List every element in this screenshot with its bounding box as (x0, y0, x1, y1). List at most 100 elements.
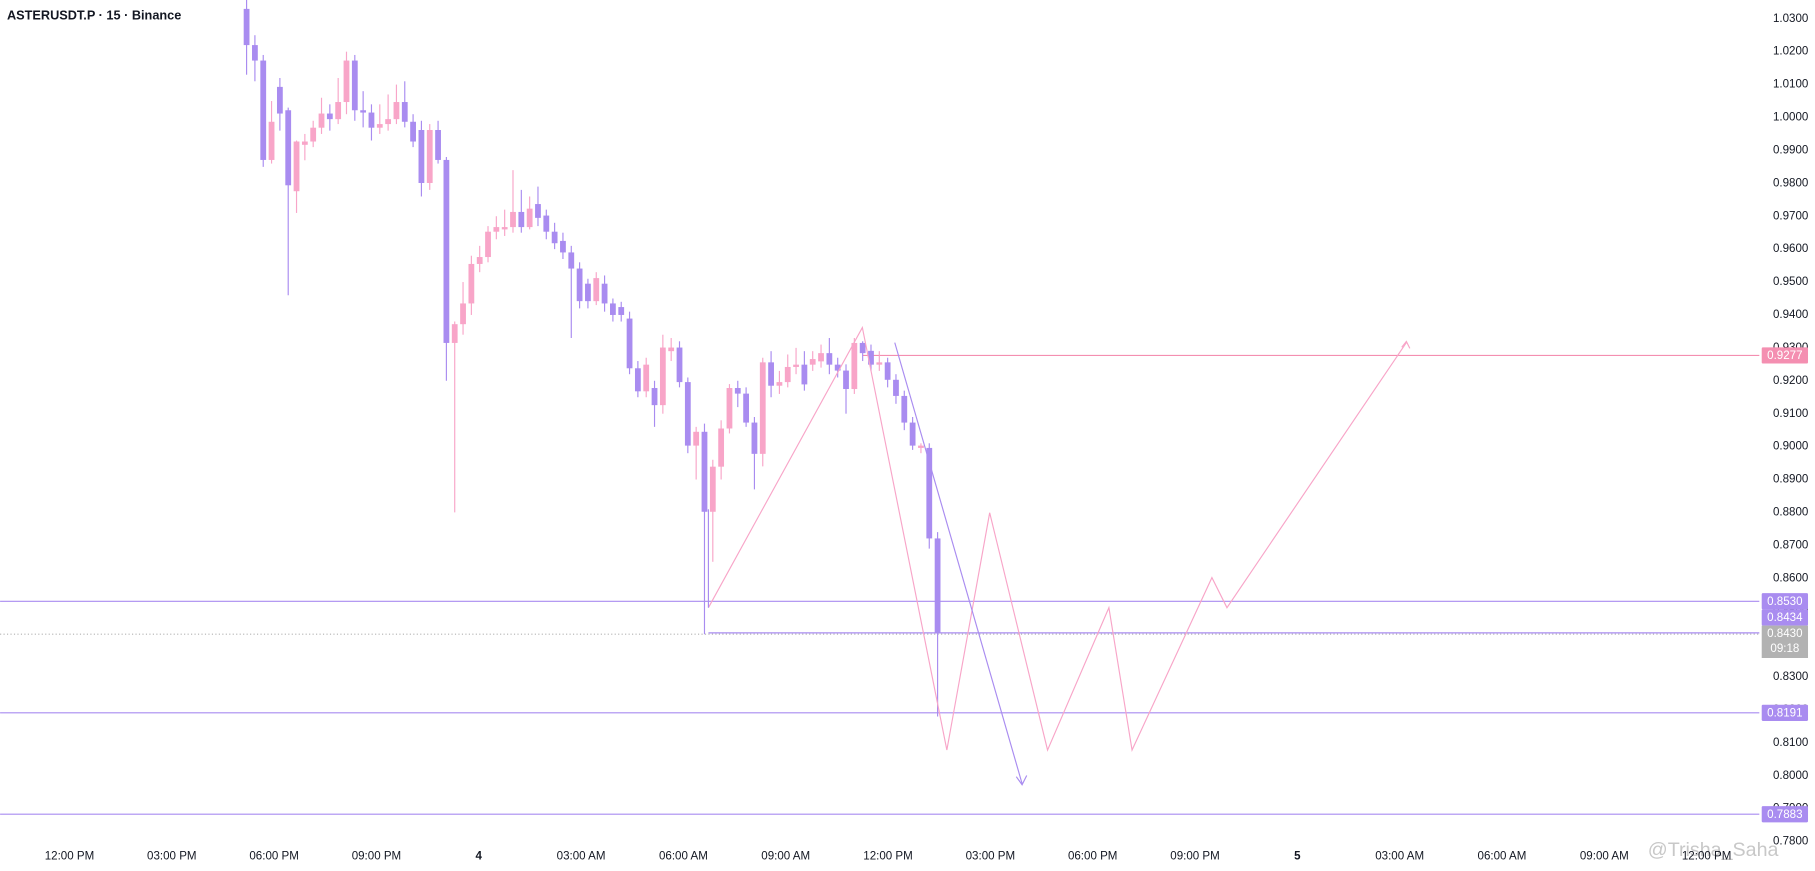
candle-body (718, 428, 725, 467)
candle-body (468, 263, 475, 304)
candle-body (268, 121, 275, 160)
candle-body (593, 278, 600, 302)
candle-body (551, 231, 558, 244)
candle-body (585, 283, 591, 302)
candle-body (510, 211, 516, 228)
candle-body (418, 129, 425, 183)
candle-body (726, 388, 733, 429)
candle-body (426, 129, 433, 183)
y-tick-label: 0.8800 (1773, 506, 1808, 518)
candle-body (701, 431, 708, 512)
candle-body (709, 466, 716, 512)
x-tick-label: 06:00 AM (1478, 851, 1527, 863)
candle-body (826, 353, 833, 365)
candle-body (668, 347, 675, 352)
candle-body (818, 353, 824, 362)
drawings (707, 325, 1411, 786)
candle-body (901, 395, 908, 423)
candle-body (876, 362, 883, 365)
candle-body (518, 211, 525, 228)
x-tick-label: 03:00 PM (147, 851, 197, 863)
x-tick-label: 12:00 PM (863, 851, 913, 863)
candle-body (260, 60, 267, 160)
candle-body (659, 347, 666, 406)
candle-body (868, 350, 874, 365)
candle-body (476, 257, 483, 264)
countdown: 09:18 (1770, 643, 1799, 655)
candle-body (734, 388, 741, 394)
price-tag (1761, 347, 1809, 364)
price-tag-label: 0.8434 (1767, 612, 1803, 624)
x-tick-label: 03:00 PM (966, 851, 1016, 863)
y-tick-label: 0.9200 (1773, 375, 1808, 387)
candle-body (543, 215, 550, 232)
candle-body (801, 364, 808, 385)
x-tick-label: 03:00 AM (1375, 851, 1424, 863)
candle-body (934, 538, 941, 633)
candle-body (376, 124, 383, 128)
candle-body (410, 121, 416, 142)
x-tick-label: 06:00 PM (1068, 851, 1118, 863)
y-tick-label: 1.0200 (1773, 46, 1808, 58)
candle-body (351, 60, 358, 111)
candle-body (285, 110, 292, 186)
candle-body (768, 362, 774, 386)
candle-body (393, 102, 400, 120)
candle-body (501, 227, 508, 230)
y-tick-label: 0.9500 (1773, 276, 1808, 288)
y-tick-label: 0.8300 (1773, 671, 1808, 683)
candle-body (601, 283, 608, 304)
x-tick-label: 5 (1294, 851, 1301, 863)
candle-body (451, 324, 458, 343)
candle-body (360, 110, 367, 113)
x-tick-label: 09:00 PM (352, 851, 402, 863)
y-tick-label: 0.9800 (1773, 177, 1808, 189)
symbol-title: ASTERUSDT.P · 15 · Binance (7, 8, 181, 23)
projection-path (707, 325, 1407, 753)
candle-body (684, 382, 691, 446)
price-tag (1761, 806, 1809, 823)
candle-body (243, 8, 250, 46)
candle-body (443, 159, 450, 343)
y-tick-label: 0.7800 (1773, 836, 1808, 848)
y-tick-label: 0.9600 (1773, 243, 1808, 255)
candle-body (743, 393, 750, 423)
x-tick-label: 03:00 AM (557, 851, 606, 863)
candle-body (576, 268, 583, 302)
price-tag (1761, 593, 1809, 610)
candle-body (535, 204, 541, 218)
price-tag-label: 0.8530 (1767, 596, 1802, 608)
candle-body (651, 388, 658, 406)
candle-body (610, 303, 616, 315)
candle-body (918, 445, 924, 448)
candle-body (485, 231, 491, 258)
candle-body (301, 141, 308, 145)
candle-body (843, 370, 849, 390)
x-tick-label: 12:00 PM (45, 851, 95, 863)
candle-body (776, 382, 783, 386)
candle-body (834, 364, 841, 371)
arrow-head (1015, 775, 1028, 786)
price-tag-label: 0.8191 (1767, 707, 1802, 719)
y-tick-label: 0.8000 (1773, 770, 1808, 782)
candle-body (784, 366, 791, 383)
candle-body (751, 422, 758, 454)
y-tick-label: 0.8700 (1773, 539, 1808, 551)
candle-body (859, 342, 866, 354)
candle-body (310, 127, 317, 142)
y-tick-label: 0.9400 (1773, 309, 1808, 321)
x-tick-label: 09:00 PM (1170, 851, 1219, 863)
x-tick-label: 06:00 PM (249, 851, 299, 863)
watermark: @Trisha_Saha (1648, 839, 1779, 861)
candle-body (460, 303, 466, 325)
candle-body (435, 129, 441, 160)
price-tag-label: 0.9277 (1767, 350, 1802, 362)
candle-body (909, 422, 916, 446)
candle-body (643, 364, 650, 392)
x-tick-label: 12:00 PM (1682, 851, 1732, 863)
candle-body (926, 447, 933, 539)
candle-body (293, 141, 300, 192)
candle-body (693, 431, 700, 446)
candle-body (343, 60, 350, 103)
